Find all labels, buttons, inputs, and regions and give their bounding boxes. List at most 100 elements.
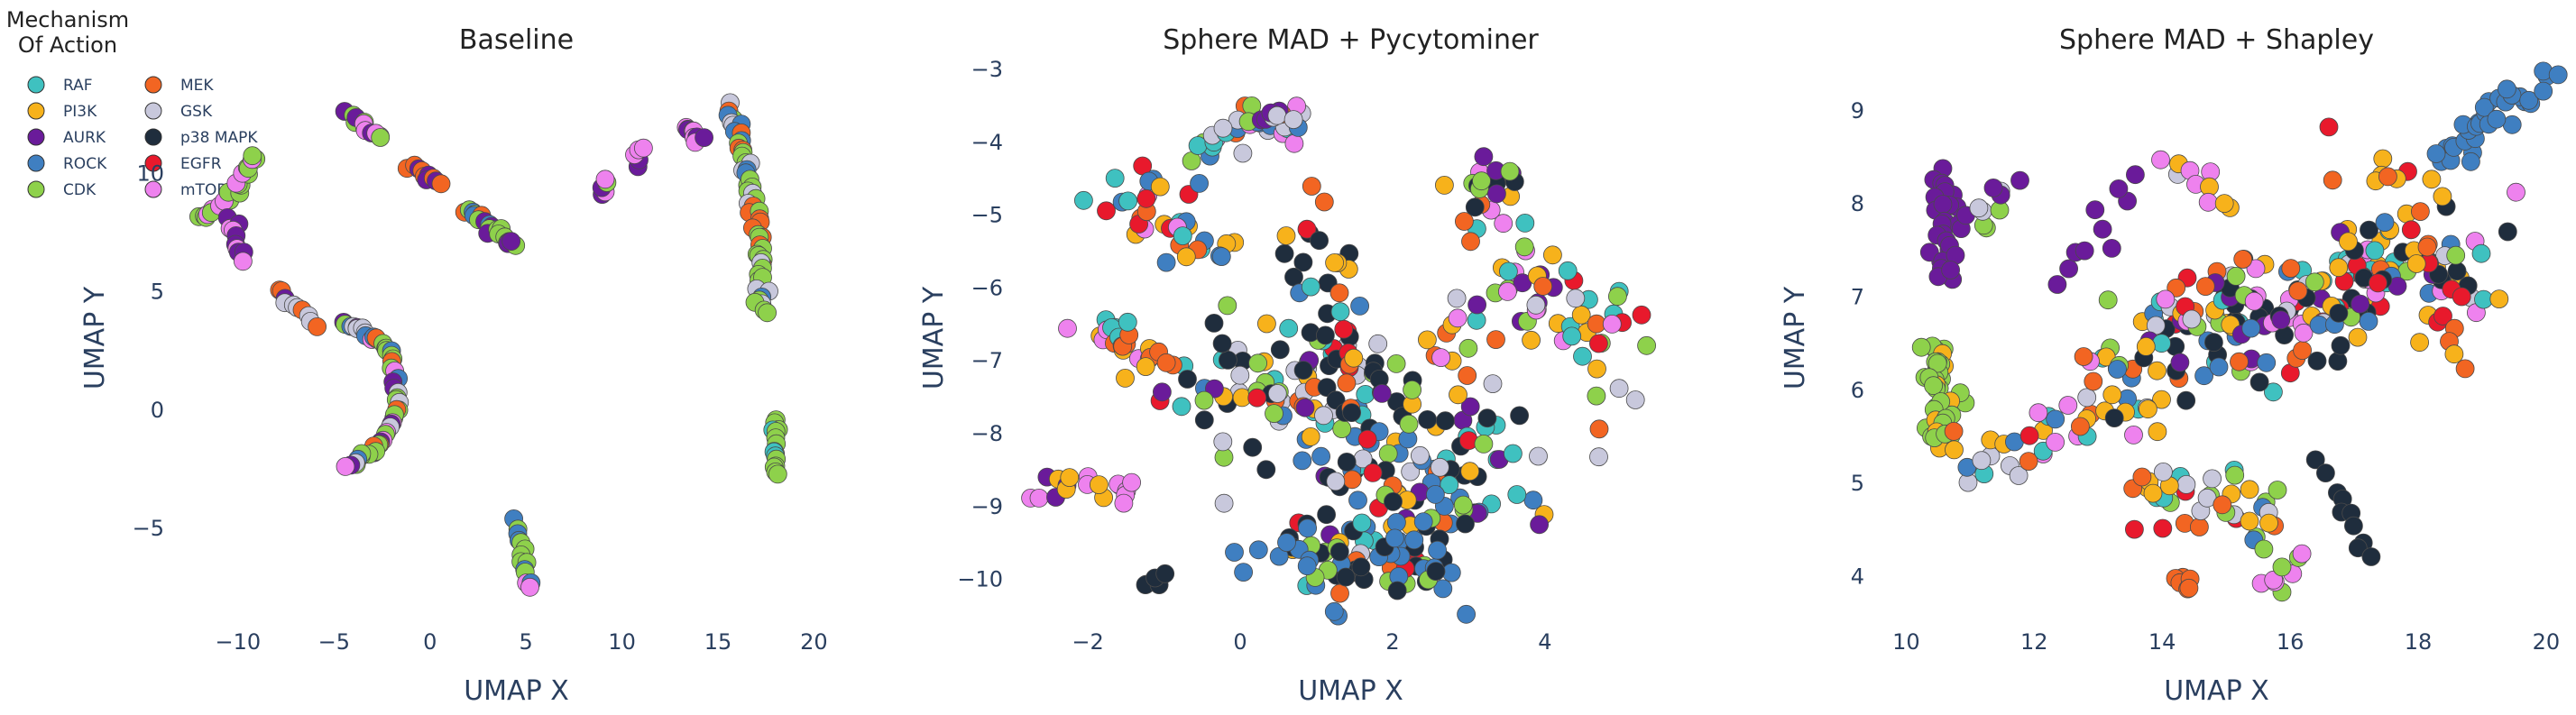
data-point-egfr [1589,334,1608,353]
data-point-p38-mapk [1316,325,1335,345]
data-point-mek [1156,353,1176,372]
data-point-rock [1297,556,1317,576]
data-point-rock [1433,579,1453,599]
data-point-raf [1507,485,1527,504]
data-point-p38-mapk [2328,352,2348,371]
data-point-rock [1523,490,1543,510]
legend-label: RAF [63,77,93,95]
legend-label: ROCK [63,155,107,173]
data-point-rock [2519,90,2539,110]
legend-item-gsk[interactable]: GSK [144,102,213,121]
data-point-mtor [2156,289,2176,309]
data-point-cdk [2225,465,2245,485]
data-point-mek [1458,366,1477,385]
data-point-rock [1350,296,1369,316]
data-point-p38-mapk [1477,408,1497,428]
data-point-p38-mapk [2447,261,2467,281]
legend-item-mek[interactable]: MEK [144,76,214,95]
data-point-p38-mapk [2305,450,2325,470]
data-point-pi3k [1571,305,1591,325]
data-point-cdk [1332,419,1352,439]
data-point-rock [2426,144,2446,163]
legend-item-mtor[interactable]: mTOR [144,180,227,199]
data-point-p38-mapk [2331,335,2351,355]
data-point-aurk [1295,398,1315,417]
data-point-egfr [1363,463,1383,482]
data-point-egfr [1097,201,1116,221]
legend-item-cdk[interactable]: CDK [27,180,97,199]
data-point-raf [1118,312,1137,332]
data-point-cdk [1637,335,1656,355]
data-point-p38-mapk [2361,547,2381,566]
legend-marker [144,180,162,198]
data-point-rock [2209,357,2229,377]
data-point-gsk [2176,475,2196,494]
subplot-3: Sphere MAD + Shapley 10 12 14 16 18 20 4 5 6 7 8 9 UM… [1780,24,2568,707]
data-point-gsk [1401,462,1421,481]
data-point-gsk [1368,334,1388,353]
legend-title-line2: Of Action [18,32,117,58]
data-point-rock [2474,97,2494,117]
data-point-pi3k [2240,480,2259,500]
data-point-gsk [1214,493,1234,513]
legend-item-pi3k[interactable]: PI3K [27,102,97,121]
subplot-1: Baseline −10 −5 0 5 10 15 20 −5 0 5 10 UMAP X UMAP Y [79,24,828,707]
data-point-cdk [2305,272,2324,292]
data-point-egfr [1247,388,1267,408]
data-point-rock [1385,528,1404,548]
data-point-mek [2378,167,2397,187]
data-point-aurk [2010,170,2029,190]
data-point-gsk [1411,445,1430,465]
data-point-p38-mapk [1293,252,1313,272]
data-point-mtor [233,252,253,271]
data-point-p38-mapk [2348,538,2368,558]
data-point-p38-mapk [2343,516,2363,536]
data-point-rock [1404,530,1424,550]
data-point-mek [2070,417,2090,436]
data-point-mtor [1029,489,1049,508]
legend-item-egfr[interactable]: EGFR [144,154,222,173]
legend-item-aurk[interactable]: AURK [27,128,106,147]
y-tick-label: −7 [971,348,1003,373]
data-point-pi3k [1136,357,1155,377]
data-point-egfr [1334,319,1354,339]
data-point-mek [1589,419,1609,439]
x-tick-label: −2 [1072,629,1103,655]
data-point-mek [2293,341,2313,361]
legend-item-rock[interactable]: ROCK [27,154,107,173]
data-point-p38-mapk [2329,303,2349,323]
data-point-mtor [2294,323,2314,343]
data-point-mek [431,174,451,194]
y-tick-label: −3 [971,57,1003,82]
data-point-pi3k [2433,187,2452,206]
data-point-rock [1156,252,1176,272]
data-point-cdk [2226,266,2246,286]
data-point-p38-mapk [1284,267,1303,287]
data-point-cdk [1194,390,1214,410]
data-point-mek [1337,373,1357,393]
data-point-raf [1330,302,1350,322]
data-point-cdk [1514,237,1534,257]
legend-item-p38-mapk[interactable]: p38 MAPK [144,128,258,147]
data-point-rock [2257,353,2277,372]
x-tick-label: 18 [2405,629,2433,655]
data-point-cdk [1218,296,1237,316]
data-point-cdk [1924,376,1944,396]
data-point-raf [2263,382,2283,402]
data-point-aurk [2093,219,2112,239]
legend-item-raf[interactable]: RAF [27,76,93,95]
data-point-pi3k [1325,252,1344,272]
data-point-p38-mapk [1212,334,1232,353]
data-point-mek [1314,192,1334,212]
data-point-mek [2455,359,2475,379]
data-point-mek [2195,277,2215,297]
data-point-mek [1461,232,1480,252]
scatter-points [1911,61,2568,602]
data-point-raf [1172,397,1191,417]
data-point-raf [1573,346,1592,366]
data-point-mek [1486,330,1505,350]
data-point-gsk [1969,198,1989,218]
data-point-pi3k [1150,177,1170,197]
data-point-rock [2046,409,2065,429]
data-point-pi3k [1090,475,1109,494]
